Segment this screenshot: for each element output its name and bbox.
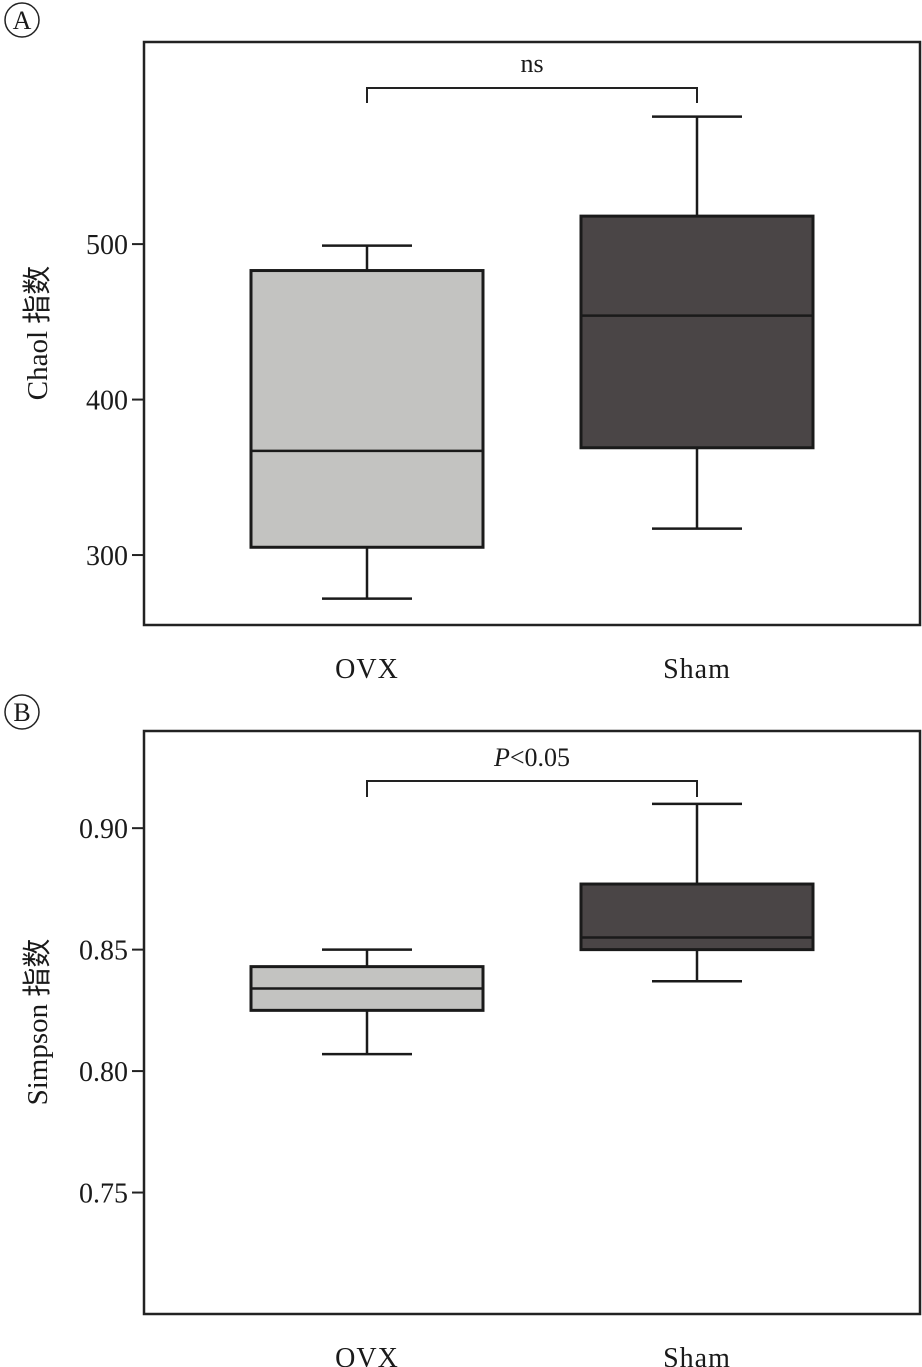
y-tick-label: 500: [86, 230, 128, 261]
y-axis-title: Simpson 指数: [21, 939, 54, 1106]
x-category-label: OVX: [335, 654, 399, 685]
y-axis-title: Chaol 指数: [21, 266, 54, 401]
significance-threshold: <0.05: [510, 743, 570, 772]
y-axis-ticks: 0.75 0.80 0.85 0.90: [79, 814, 144, 1210]
x-axis-categories: OVX Sham: [335, 1343, 731, 1367]
box-ovx: [249, 269, 485, 549]
significance-label: P<0.05: [493, 743, 570, 772]
x-axis-categories: OVX Sham: [335, 654, 731, 685]
significance-bracket: P<0.05: [366, 743, 698, 797]
significance-text: ns: [520, 49, 543, 78]
x-category-label: OVX: [335, 1343, 399, 1367]
y-tick-label: 0.85: [79, 936, 128, 967]
boxes: [249, 802, 815, 1056]
panel-b: B Simpson 指数 0.75 0.80 0.85 0.90 P<0.05 OVX…: [4, 694, 922, 1367]
y-axis-ticks: 300 400 500: [86, 230, 144, 572]
x-category-label: Sham: [663, 1343, 731, 1367]
box-sham: [579, 882, 815, 952]
y-tick-label: 300: [86, 541, 128, 572]
panel-label: A: [13, 6, 32, 35]
bracket-line: [366, 87, 698, 103]
panel-label: B: [13, 698, 30, 727]
boxes: [249, 115, 815, 600]
significance-bracket: ns: [366, 49, 698, 103]
box-sham: [579, 214, 815, 450]
panel-label-circle: [4, 2, 40, 38]
significance-label: ns: [520, 49, 543, 78]
bracket-line: [366, 780, 698, 797]
y-tick-label: 0.80: [79, 1057, 128, 1088]
y-tick-label: 0.75: [79, 1179, 128, 1210]
panel-label-circle: [4, 694, 40, 730]
significance-p: P: [493, 743, 510, 772]
y-tick-label: 0.90: [79, 814, 128, 845]
y-tick-label: 400: [86, 386, 128, 417]
plot-frame: [142, 729, 922, 1316]
plot-frame: [142, 40, 922, 627]
x-category-label: Sham: [663, 654, 731, 685]
panel-a: A Chaol 指数 300 400 500 ns OVX Sham: [4, 2, 922, 685]
